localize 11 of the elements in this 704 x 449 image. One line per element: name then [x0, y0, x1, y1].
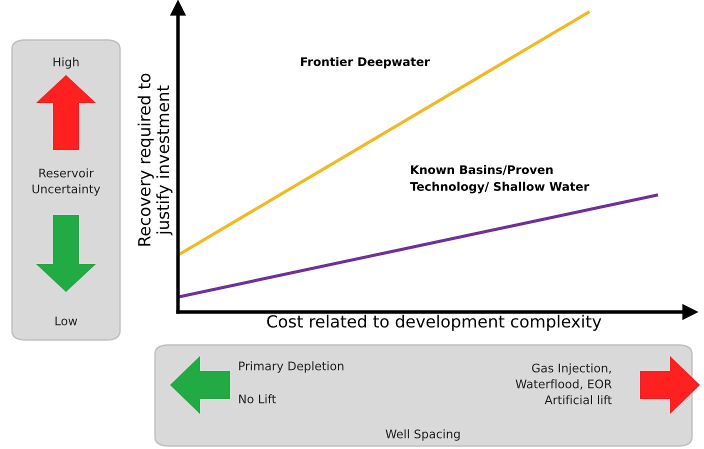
- text: Primary Depletion: [239, 361, 344, 373]
- y-axis-title: Recovery required to justify investment: [138, 74, 172, 246]
- series-label: Known Basins/Proven Technology/ Shallow Water: [410, 165, 590, 194]
- text: No Lift: [239, 394, 276, 404]
- text: High: [54, 57, 79, 69]
- text: Frontier Deepwater: [301, 57, 430, 68]
- text: Well Spacing: [386, 429, 460, 441]
- text: Gas Injection, Waterflood, EOR Artificial lift: [516, 363, 612, 404]
- text: Low: [56, 316, 78, 326]
- text: Reservoir Uncertainty: [32, 168, 100, 196]
- x-axis-title: Cost related to development complexity: [267, 314, 602, 331]
